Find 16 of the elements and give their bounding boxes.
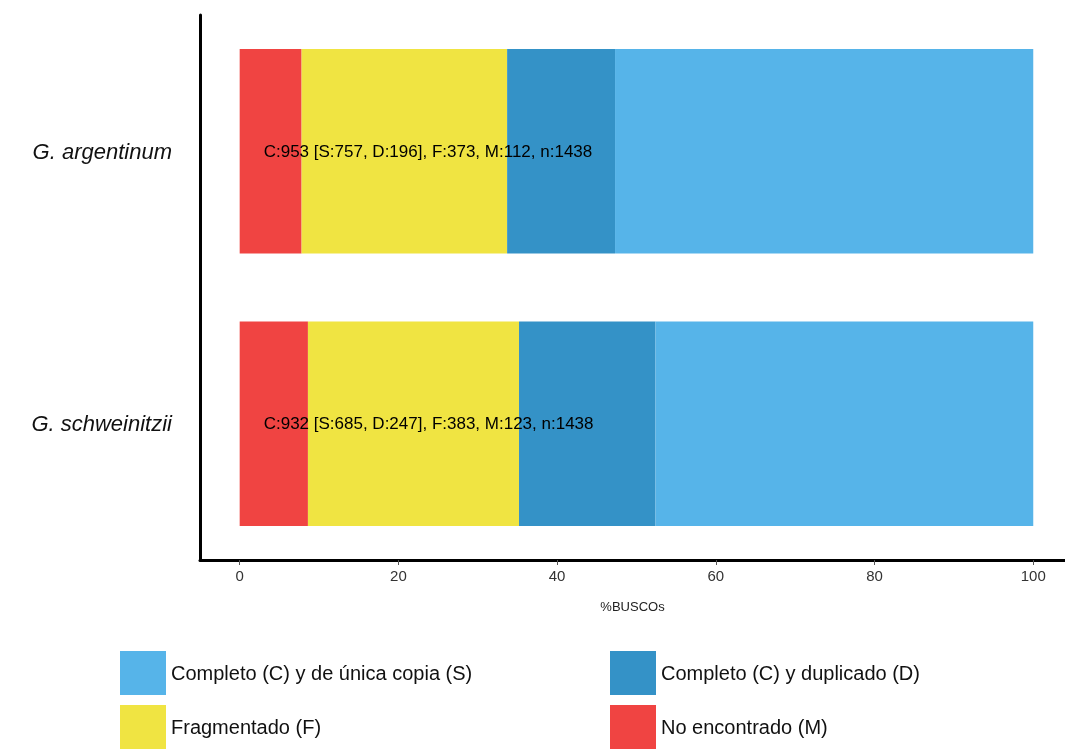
x-tick-label: 40: [548, 567, 566, 584]
bar: [239, 321, 308, 526]
legend-label: No encontrado (M): [661, 716, 828, 738]
y-tick-label: G. argentinum: [32, 138, 172, 164]
x-tick-label: 80: [866, 567, 883, 584]
x-tick-label: 100: [1020, 567, 1046, 584]
x-axis-title: %BUSCOs: [600, 599, 666, 614]
legend-label: Fragmentado (F): [171, 716, 322, 738]
y-tick-label: G. schweinitzii: [31, 411, 174, 437]
legend-label: Completo (C) y de única copia (S): [171, 662, 473, 684]
x-tick-label: 0: [235, 567, 244, 584]
x-tick-label: 20: [390, 567, 407, 584]
legend-label: Completo (C) y duplicado (D): [661, 662, 920, 684]
x-tick-label: 60: [707, 567, 725, 584]
bar: [615, 49, 1034, 254]
bar: [655, 321, 1034, 526]
